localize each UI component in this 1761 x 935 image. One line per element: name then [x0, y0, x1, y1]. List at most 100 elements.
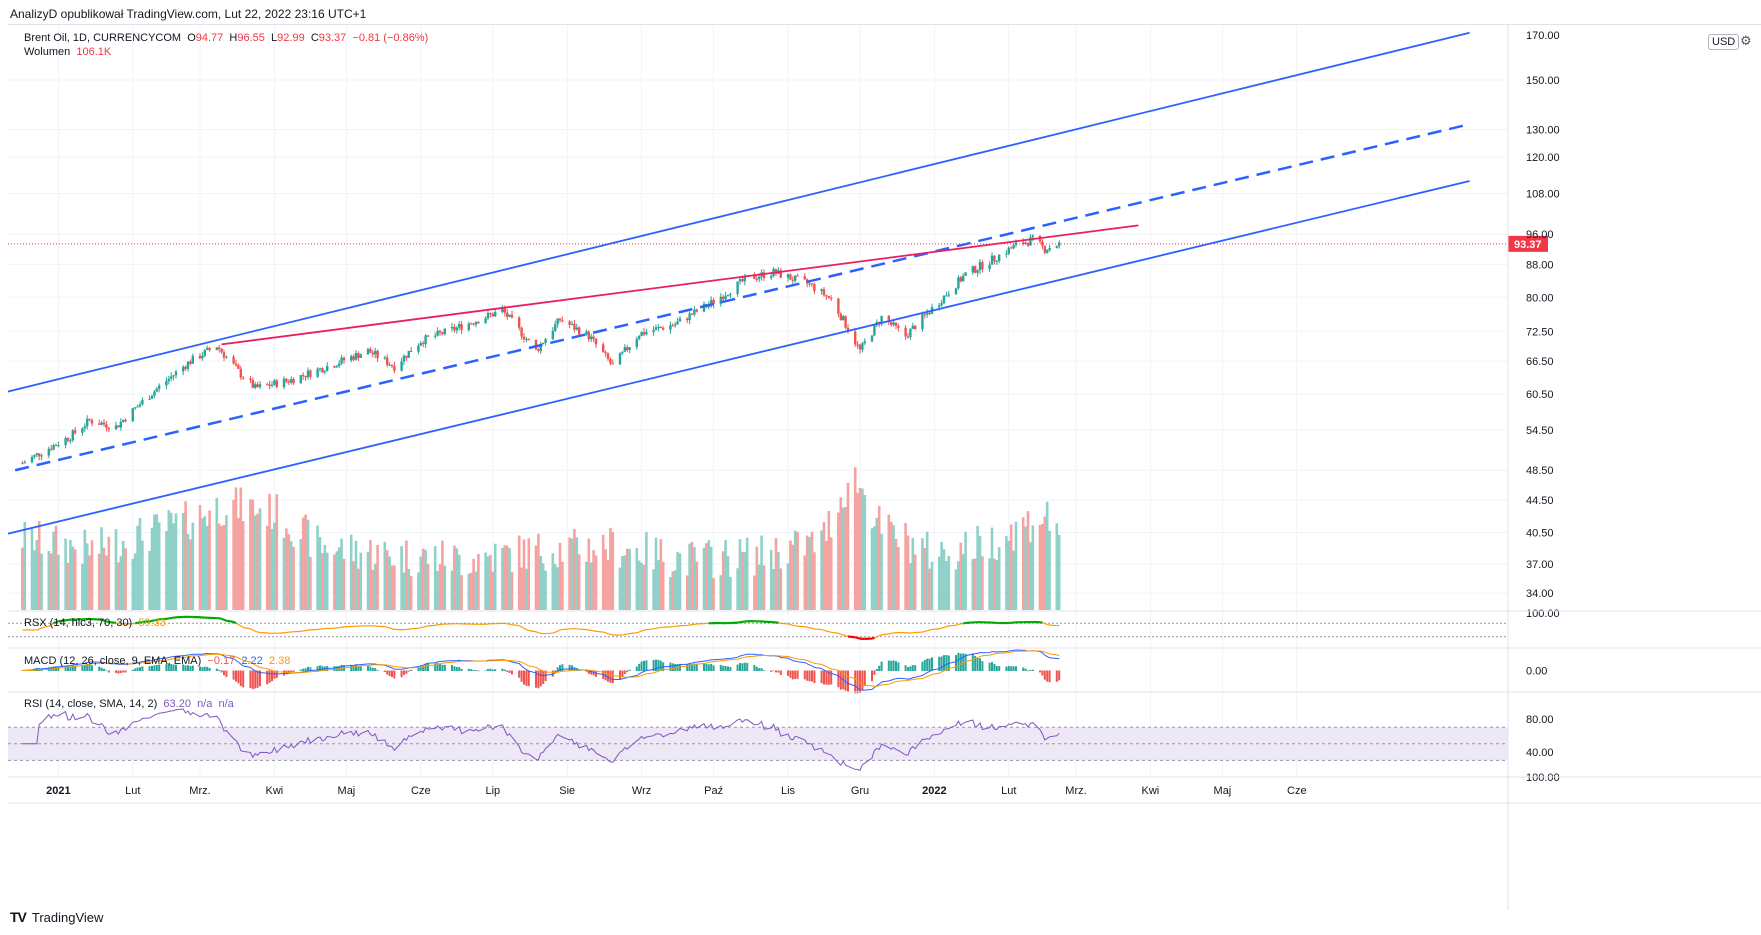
candle-body [678, 318, 682, 322]
macd-hist-bar [369, 666, 372, 671]
volume-bar [352, 561, 355, 610]
candle-body [518, 317, 521, 328]
volume-bar [191, 522, 195, 610]
volume-bar [304, 514, 307, 610]
volume-bar [316, 525, 319, 610]
volume-bar [661, 561, 665, 610]
macd-hist-bar [105, 670, 108, 671]
candle-body [234, 363, 238, 366]
volume-bar [993, 558, 996, 610]
macd-hist-bar [875, 668, 878, 671]
close-label: C [310, 32, 319, 44]
candle-body [102, 422, 106, 425]
macd-hist-bar [791, 670, 794, 680]
candle-body [830, 297, 833, 299]
candle-body [525, 339, 528, 341]
rsi-na-1: n/a [197, 698, 213, 710]
macd-hist-bar [400, 670, 403, 678]
axes: 150.00 130.00 120.00 108.00 96.00 88.00 80.00 7… [8, 25, 1761, 910]
macd-hist-bar [794, 670, 797, 679]
rsx-segment [871, 636, 875, 640]
volume-bar [189, 539, 192, 610]
candle-body [222, 352, 226, 358]
candle-body [191, 355, 194, 364]
volume-bar [138, 517, 142, 610]
volume-bar [366, 551, 370, 610]
macd-hist-bar [887, 660, 890, 671]
volume-bar [937, 556, 941, 610]
rsx-legend: RSX (14, hlc3, 70, 30) 59.33 [24, 617, 166, 629]
y-tick-label: 48.50 [1526, 465, 1554, 477]
candle-body [959, 277, 962, 282]
candle-body [575, 327, 578, 330]
chart-canvas[interactable]: 93.37 100.00 0.00 80.00 40.00 100.00 150.0… [8, 25, 1761, 910]
candle-body [136, 406, 139, 408]
macd-hist-bar [151, 665, 153, 671]
volume-bar [119, 556, 123, 610]
volume-bar [779, 568, 783, 610]
rsx-segment [943, 626, 947, 628]
gear-icon[interactable]: ⚙ [1740, 33, 1752, 48]
volume-bar [813, 552, 816, 610]
macd-hist-bar [890, 660, 893, 671]
volume-bar [736, 568, 739, 610]
volume-bar [861, 488, 864, 610]
volume-bar [873, 526, 876, 610]
macd-hist-bar [266, 670, 269, 685]
candle-body [774, 268, 778, 274]
volume-bar [772, 569, 775, 610]
candle-body [923, 314, 926, 316]
rsi-na-2: n/a [218, 698, 234, 710]
candle-body [554, 324, 557, 332]
volume-bar [525, 568, 528, 610]
volume-bar [1055, 523, 1059, 610]
candle-body [702, 303, 706, 312]
candle-body [119, 421, 122, 428]
rsx-segment [554, 630, 558, 633]
macd-hist-bar [175, 664, 177, 671]
macd-hist-bar [830, 670, 833, 685]
currency-button[interactable]: USD [1708, 34, 1740, 50]
volume-bar [501, 548, 504, 610]
rsx-segment [521, 626, 525, 629]
macd-hist-bar [503, 669, 506, 671]
volume-bar [721, 551, 725, 610]
candle-body [438, 330, 442, 333]
volume-bar [702, 547, 706, 610]
candle-body [275, 380, 278, 388]
rsx-segment [826, 630, 829, 633]
candle-body [186, 361, 190, 369]
rsx-segment [629, 632, 637, 635]
candle-body [606, 353, 610, 360]
x-tick-label: Lis [781, 785, 796, 797]
candle-body [165, 381, 168, 386]
macd-hist-bar [477, 670, 480, 672]
volume-bar [222, 524, 226, 610]
x-tick-label: 2022 [922, 785, 946, 797]
candle-body [386, 357, 389, 365]
macd-hist-bar [107, 670, 110, 673]
candle-body [417, 345, 420, 352]
macd-hist-bar [172, 664, 175, 671]
candle-body [304, 375, 307, 378]
volume-bar [436, 571, 439, 610]
volume-bar [657, 560, 660, 610]
volume-bar [928, 568, 931, 610]
volume-bar [654, 537, 658, 610]
candle-body [450, 326, 454, 329]
chart-frame[interactable]: 93.37 100.00 0.00 80.00 40.00 100.00 150.0… [8, 24, 1761, 910]
rsx-segment [48, 624, 52, 627]
volume-bar [335, 551, 339, 610]
rsx-segment [605, 632, 609, 635]
macd-hist-bar [979, 658, 981, 671]
macd-hist-bar [1027, 670, 1029, 672]
macd-hist-bar [187, 665, 189, 671]
volume-bar [333, 554, 336, 610]
candle-body [1031, 235, 1034, 238]
candle-body [827, 296, 830, 298]
rsx-label: RSX (14, hlc3, 70, 30) [24, 617, 133, 629]
macd-hist-bar [268, 670, 271, 683]
candle-body [287, 381, 290, 383]
volume-bar [911, 537, 915, 610]
candle-body [897, 325, 900, 328]
